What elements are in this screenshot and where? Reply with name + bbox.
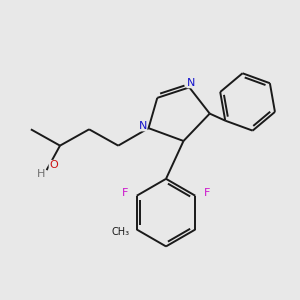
Text: CH₃: CH₃ bbox=[111, 227, 130, 237]
Text: N: N bbox=[187, 78, 195, 88]
Text: F: F bbox=[204, 188, 210, 198]
Text: N: N bbox=[139, 121, 147, 131]
Text: H: H bbox=[37, 169, 45, 178]
Text: O: O bbox=[49, 160, 58, 170]
Text: F: F bbox=[122, 188, 128, 198]
